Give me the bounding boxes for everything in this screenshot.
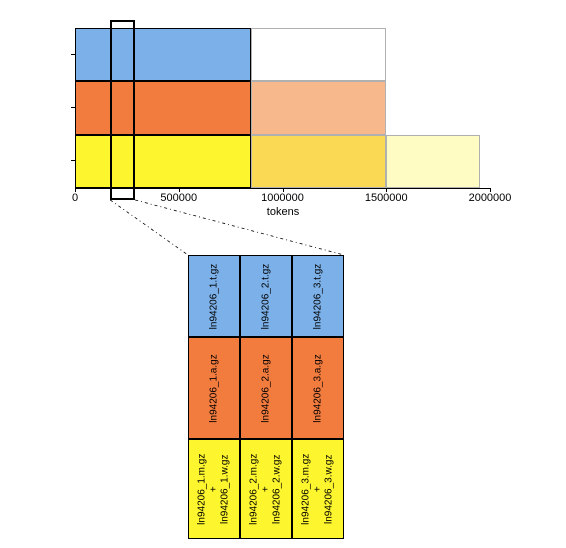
detail-cell-1-2: ln94206_3.a.gz — [292, 337, 344, 439]
detail-cell-text: ln94206_2.t.gz — [261, 263, 272, 329]
xtick-1: 500000 — [149, 192, 209, 204]
bar-seg-0-0 — [75, 28, 251, 81]
detail-cell-text: ln94206_1.a.gz — [209, 354, 220, 422]
detail-row-1: ln94206_1.a.gz ln94206_2.a.gz ln94206_3.a.… — [188, 337, 344, 439]
detail-cell-1-0: ln94206_1.a.gz — [188, 337, 240, 439]
detail-cell-text: ln94206_3.m.gz+ln94206_3.w.gz — [301, 453, 336, 524]
bar-seg-1-0 — [75, 81, 251, 134]
detail-cell-text: ln94206_1.t.gz — [209, 263, 220, 329]
detail-cell-0-1: ln94206_2.t.gz — [240, 255, 292, 337]
bar-seg-0-1 — [251, 28, 386, 81]
detail-cell-text: ln94206_2.m.gz+ln94206_2.w.gz — [249, 453, 284, 524]
highlight-box — [110, 20, 135, 200]
xtick-2: 1000000 — [253, 192, 313, 204]
bar-seg-2-2 — [386, 135, 479, 188]
detail-cell-0-0: ln94206_1.t.gz — [188, 255, 240, 337]
detail-cell-2-0: ln94206_1.m.gz+ln94206_1.w.gz — [188, 439, 240, 539]
xtick-4: 2000000 — [460, 192, 520, 204]
detail-cell-1-1: ln94206_2.a.gz — [240, 337, 292, 439]
detail-cell-text: ln94206_1.m.gz+ln94206_1.w.gz — [197, 453, 232, 524]
detail-row-0: ln94206_1.t.gz ln94206_2.t.gz ln94206_3.t.… — [188, 255, 344, 337]
xaxis-label: tokens — [253, 206, 313, 218]
xtick-3: 1500000 — [356, 192, 416, 204]
detail-cell-2-2: ln94206_3.m.gz+ln94206_3.w.gz — [292, 439, 344, 539]
bar-seg-2-0 — [75, 135, 251, 188]
bar-seg-2-1 — [251, 135, 386, 188]
detail-cell-text: ln94206_2.a.gz — [261, 354, 272, 422]
detail-cell-text: ln94206_3.t.gz — [313, 263, 324, 329]
detail-box: ln94206_1.t.gz ln94206_2.t.gz ln94206_3.t.… — [188, 255, 344, 539]
detail-cell-text: ln94206_3.a.gz — [313, 354, 324, 422]
detail-row-2: ln94206_1.m.gz+ln94206_1.w.gz ln94206_2.m… — [188, 439, 344, 539]
detail-cell-0-2: ln94206_3.t.gz — [292, 255, 344, 337]
bar-seg-1-1 — [251, 81, 386, 134]
xtick-0: 0 — [45, 192, 105, 204]
detail-cell-2-1: ln94206_2.m.gz+ln94206_2.w.gz — [240, 439, 292, 539]
